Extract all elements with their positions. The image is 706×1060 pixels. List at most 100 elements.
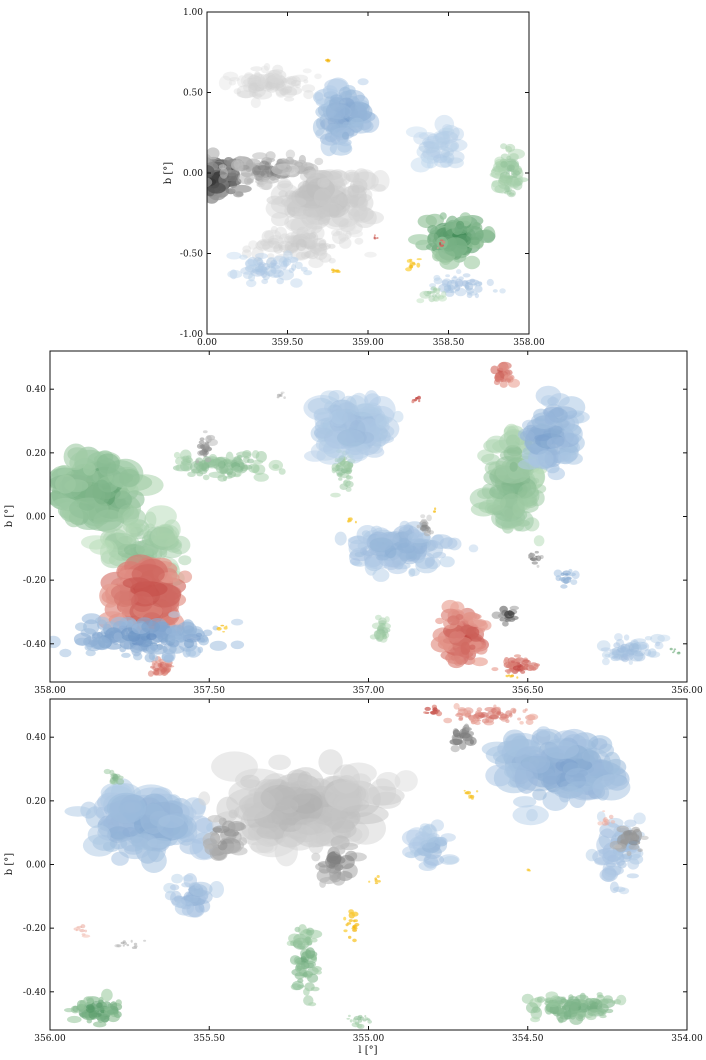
y-tick-label: 0.00	[183, 169, 203, 179]
emission-blob	[466, 727, 472, 731]
emission-blob	[465, 791, 471, 795]
marks-top	[179, 59, 528, 304]
emission-blob	[259, 182, 271, 190]
emission-blob	[328, 244, 336, 249]
emission-blob	[532, 561, 538, 564]
emission-blob	[440, 239, 444, 241]
emission-blob	[519, 721, 523, 725]
emission-blob	[424, 854, 444, 866]
emission-blob	[213, 826, 230, 834]
emission-blob	[75, 622, 87, 631]
emission-blob	[345, 231, 351, 239]
emission-blob	[611, 820, 616, 824]
emission-blob	[568, 569, 572, 573]
emission-blob	[314, 188, 332, 206]
emission-blob	[439, 242, 441, 244]
emission-blob	[499, 617, 504, 621]
emission-blob	[319, 880, 326, 888]
emission-blob	[290, 278, 302, 288]
emission-blob	[536, 450, 554, 467]
y-tick-label: 0.40	[26, 385, 46, 395]
emission-blob	[250, 66, 262, 71]
x-tick-label: 358.00	[34, 686, 66, 696]
emission-region-yellow	[433, 507, 436, 512]
emission-blob	[308, 257, 323, 268]
emission-blob	[255, 241, 270, 251]
emission-blob	[210, 641, 227, 651]
emission-region-blue	[65, 778, 222, 873]
emission-blob	[529, 662, 539, 670]
emission-blob	[195, 883, 201, 889]
emission-blob	[602, 810, 605, 812]
emission-blob	[515, 659, 518, 662]
emission-blob	[303, 206, 325, 217]
emission-blob	[582, 750, 600, 762]
emission-blob	[329, 204, 340, 218]
y-tick-label: 0.20	[26, 797, 46, 807]
emission-blob	[550, 393, 570, 406]
emission-blob	[301, 267, 308, 272]
emission-blob	[112, 774, 118, 781]
x-tick-label: 356.50	[512, 686, 544, 696]
emission-blob	[558, 452, 573, 464]
emission-blob	[551, 428, 561, 438]
emission-blob	[183, 463, 191, 471]
emission-blob	[279, 395, 283, 397]
emission-blob	[298, 924, 307, 935]
emission-blob	[348, 518, 351, 521]
emission-blob	[506, 435, 520, 448]
emission-blob	[170, 884, 179, 890]
emission-blob	[673, 650, 675, 652]
emission-blob	[451, 280, 455, 284]
emission-blob	[315, 970, 322, 974]
emission-blob	[240, 775, 260, 788]
x-tick-label: 356.00	[671, 686, 703, 696]
emission-blob	[619, 888, 629, 895]
emission-blob	[254, 473, 269, 482]
emission-blob	[475, 281, 482, 286]
emission-blob	[314, 158, 323, 165]
emission-blob	[613, 844, 622, 848]
emission-blob	[201, 462, 209, 471]
emission-blob	[334, 845, 345, 855]
emission-blob	[291, 80, 301, 87]
emission-blob	[257, 165, 270, 170]
emission-region-red	[443, 703, 538, 725]
y-tick-label: -0.50	[180, 250, 203, 260]
emission-blob	[147, 645, 160, 653]
emission-blob	[597, 821, 602, 825]
emission-blob	[458, 709, 469, 715]
emission-blob	[364, 1017, 369, 1020]
emission-blob	[421, 840, 436, 849]
emission-blob	[284, 97, 294, 102]
emission-blob	[178, 555, 191, 565]
emission-blob	[115, 490, 132, 509]
emission-blob	[261, 785, 299, 811]
emission-blob	[82, 935, 90, 938]
emission-region-blue	[518, 386, 590, 480]
emission-blob	[77, 1000, 85, 1009]
emission-blob	[500, 161, 507, 168]
emission-blob	[207, 435, 215, 441]
emission-blob	[467, 291, 478, 295]
emission-blob	[472, 657, 488, 666]
emission-blob	[205, 457, 211, 462]
x-tick-label: 354.50	[512, 1034, 544, 1044]
emission-blob	[305, 947, 315, 959]
emission-blob	[399, 521, 409, 532]
emission-blob	[568, 573, 576, 577]
emission-region-blue	[402, 819, 460, 871]
emission-blob	[455, 632, 464, 638]
emission-blob	[493, 289, 498, 293]
emission-blob	[208, 815, 224, 822]
emission-blob	[494, 374, 500, 382]
emission-blob	[516, 676, 518, 679]
emission-blob	[246, 279, 256, 287]
emission-region-red	[74, 924, 91, 938]
emission-blob	[506, 675, 509, 677]
emission-blob	[245, 259, 254, 270]
emission-blob	[436, 237, 447, 249]
emission-blob	[298, 962, 308, 969]
emission-blob	[408, 568, 415, 577]
emission-blob	[187, 896, 199, 903]
